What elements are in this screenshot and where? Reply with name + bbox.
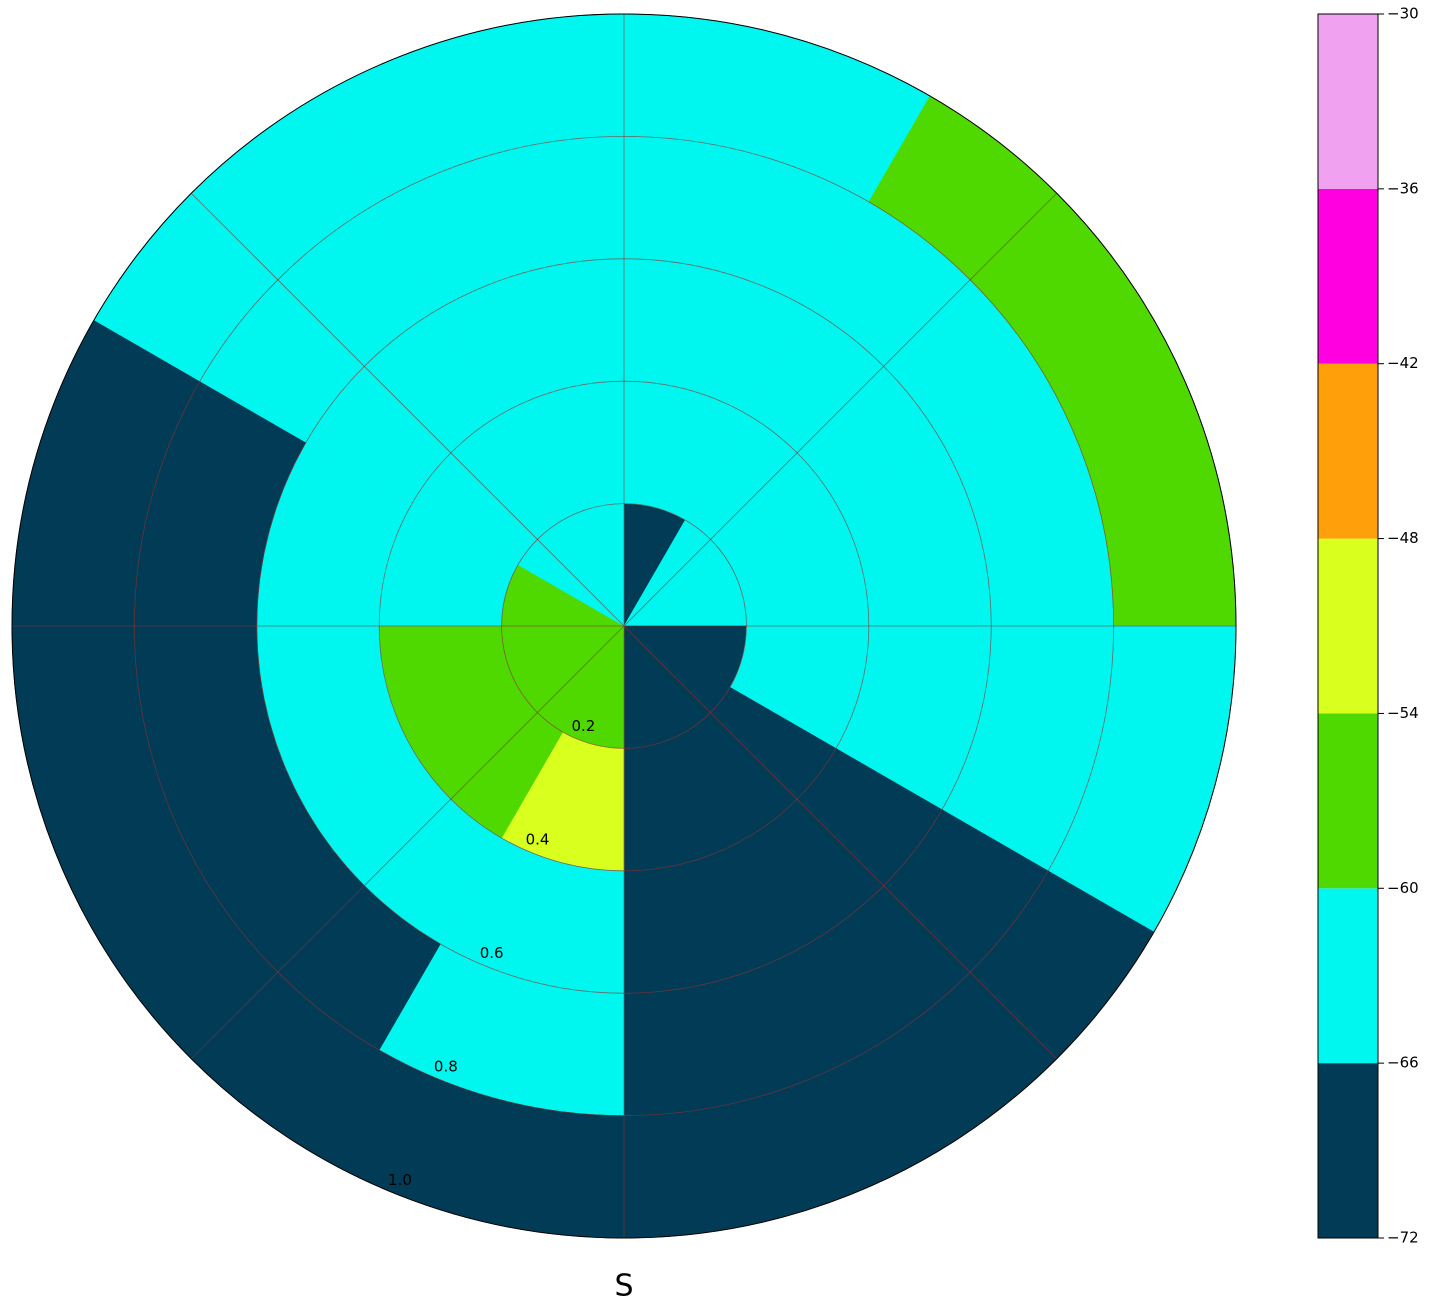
plot-outline xyxy=(11,13,1237,1239)
colorbar-tick-label: −72 xyxy=(1387,1229,1419,1247)
colorbar-band xyxy=(1318,1063,1378,1238)
r-tick-label: 1.0 xyxy=(388,1171,412,1189)
colorbar-tick-label: −42 xyxy=(1387,354,1419,372)
colorbar-tick-label: −66 xyxy=(1387,1054,1419,1072)
colorbar-tick-label: −54 xyxy=(1387,704,1419,722)
colorbar-tick-label: −30 xyxy=(1387,5,1419,23)
theta-grid-line xyxy=(190,625,625,1060)
colorbar-tick-label: −36 xyxy=(1387,179,1419,197)
r-tick-label: 0.2 xyxy=(571,717,595,735)
colorbar-band xyxy=(1318,538,1378,714)
colorbar-tick-label: −48 xyxy=(1387,529,1419,547)
colorbar-band xyxy=(1318,188,1378,364)
colorbar-band xyxy=(1318,888,1378,1064)
direction-label: S xyxy=(614,1269,633,1304)
theta-grid-line xyxy=(190,192,625,627)
r-tick-label: 0.4 xyxy=(526,830,550,848)
theta-grid-line xyxy=(623,625,1058,1060)
colorbar-band xyxy=(1318,14,1378,189)
r-tick-label: 0.6 xyxy=(480,944,504,962)
colorbar-tick-label: −60 xyxy=(1387,879,1419,897)
colorbar-outline xyxy=(1317,13,1379,1239)
colorbar-band xyxy=(1318,713,1378,889)
r-tick-label: 0.8 xyxy=(434,1057,458,1075)
theta-grid-line xyxy=(623,192,1058,627)
colorbar-band xyxy=(1318,363,1378,539)
